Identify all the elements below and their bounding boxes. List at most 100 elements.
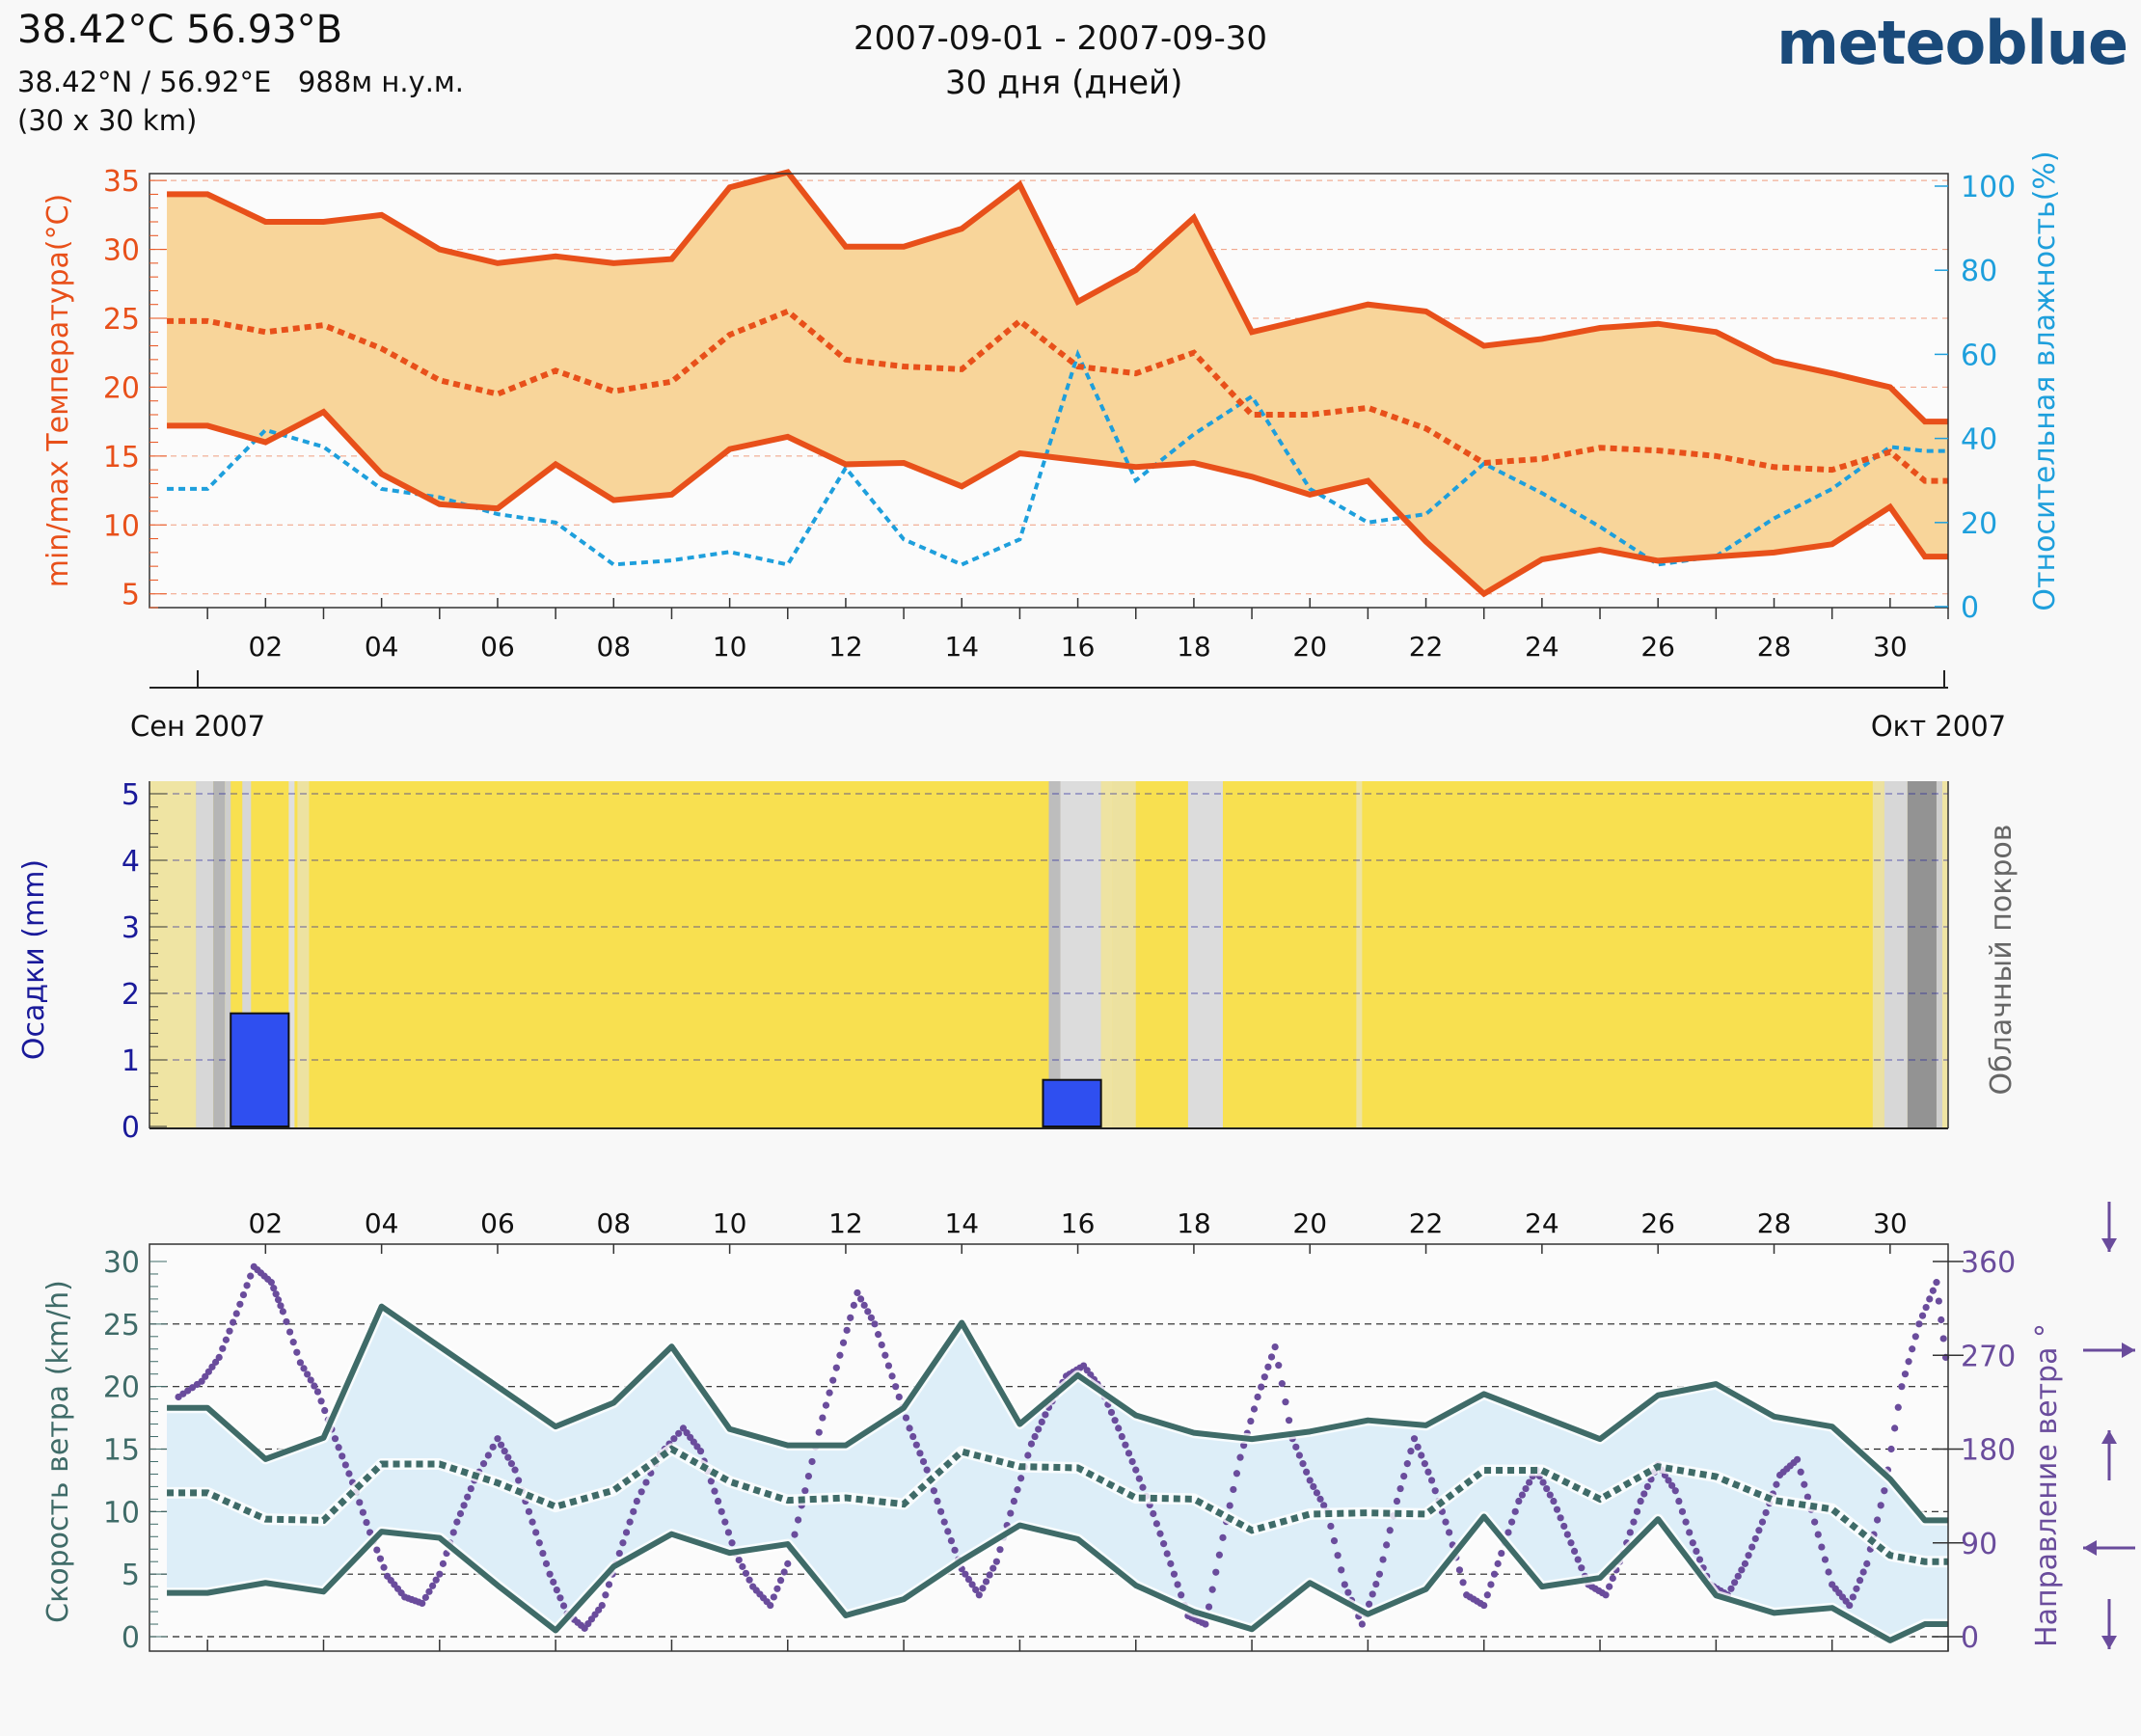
wind-direction-dot	[467, 1484, 474, 1493]
wind-direction-dot	[356, 1499, 364, 1506]
wind-direction-dot	[1275, 1362, 1283, 1370]
wind-direction-dot	[847, 1314, 854, 1321]
wind-direction-dot	[829, 1376, 837, 1384]
cloud-cover-band	[1356, 781, 1363, 1128]
wind-direction-dot	[909, 1432, 917, 1441]
wind-direction-dot	[773, 1585, 781, 1592]
cloud-cover-band	[1936, 781, 1942, 1128]
wind-direction-dot	[1007, 1509, 1015, 1517]
wind-direction-dot	[542, 1560, 551, 1567]
day-tick-label: 18	[1177, 631, 1211, 663]
wind-direction-dot	[511, 1466, 519, 1474]
wind-direction-dot	[795, 1516, 802, 1524]
wind-day-tick-label: 04	[365, 1207, 399, 1239]
wind-direction-dot	[1818, 1543, 1826, 1551]
wind-direction-dot	[211, 1358, 220, 1366]
wind-direction-dot	[878, 1341, 885, 1349]
wind-direction-dot	[1727, 1585, 1735, 1592]
wind-direction-dot	[553, 1586, 560, 1594]
wind-direction-dot	[964, 1575, 973, 1584]
wind-direction-dot	[1602, 1591, 1610, 1599]
wind-direction-dot	[1643, 1482, 1651, 1490]
cloud-cover-band	[1941, 781, 1948, 1128]
wind-direction-dot	[630, 1507, 637, 1515]
wind-direction-dot	[1905, 1358, 1912, 1366]
temperature-tick-label: 25	[103, 303, 140, 337]
precipitation-tick-label: 3	[122, 911, 140, 945]
wind-direction-dot	[819, 1414, 827, 1422]
wind-direction-dot	[1215, 1551, 1223, 1559]
wind-direction-dot	[776, 1577, 785, 1585]
wind-direction-dot	[1258, 1383, 1265, 1391]
wind-direction-dot	[243, 1282, 251, 1289]
wind-direction-dot	[1498, 1549, 1505, 1558]
day-tick-label: 14	[944, 631, 979, 663]
wind-direction-dot	[1507, 1518, 1516, 1526]
wind-direction-dot	[839, 1339, 848, 1346]
wind-direction-tick-label: 0	[1961, 1621, 1979, 1655]
wind-direction-dot	[335, 1444, 342, 1451]
wind-direction-dot	[270, 1285, 278, 1292]
wind-direction-dot	[202, 1372, 209, 1380]
temperature-max-line	[167, 169, 1948, 425]
wind-direction-dot	[1396, 1484, 1404, 1493]
wind-direction-dot	[1250, 1405, 1259, 1413]
wind-direction-dot	[923, 1466, 931, 1474]
wind-direction-dot	[854, 1288, 861, 1297]
wind-direction-dot	[895, 1393, 903, 1401]
wind-direction-dot	[1918, 1312, 1927, 1319]
wind-direction-axis-label: Направление ветра °	[2030, 1323, 2064, 1647]
wind-direction-dot	[982, 1578, 990, 1586]
wind-direction-dot	[1938, 1316, 1945, 1324]
wind-direction-dot	[1539, 1478, 1547, 1486]
wind-direction-dot	[497, 1441, 505, 1449]
cloud-cover-band	[288, 781, 295, 1128]
wind-direction-dot	[304, 1370, 312, 1378]
wind-direction-dot	[1316, 1495, 1324, 1503]
wind-direction-dot	[296, 1359, 305, 1367]
wind-direction-dot	[1490, 1570, 1499, 1578]
wind-direction-dot	[501, 1448, 508, 1455]
wind-direction-dot	[1731, 1579, 1739, 1587]
wind-direction-dot	[721, 1518, 729, 1526]
wind-direction-dot	[1386, 1527, 1394, 1534]
wind-direction-dot	[532, 1529, 540, 1536]
wind-direction-dot	[539, 1549, 547, 1558]
wind-direction-dot	[1014, 1486, 1021, 1494]
precipitation-tick-label: 5	[122, 778, 140, 812]
wind-direction-dot	[1292, 1443, 1300, 1451]
wind-direction-dot	[489, 1443, 497, 1451]
cloud-cover-band	[1884, 781, 1908, 1128]
wind-direction-dot	[598, 1601, 606, 1610]
wind-direction-dot	[996, 1546, 1004, 1554]
wind-direction-dot	[236, 1300, 244, 1308]
precipitation-axis-label: Осадки (mm)	[17, 859, 51, 1060]
wind-direction-dot	[1407, 1448, 1415, 1455]
wind-direction-dot	[1150, 1509, 1157, 1518]
wind-day-tick-label: 30	[1873, 1207, 1908, 1239]
wind-direction-dot	[1327, 1522, 1335, 1531]
wind-direction-dot	[1825, 1568, 1832, 1576]
cloud-cover-band	[1060, 781, 1101, 1128]
wind-direction-dot	[456, 1509, 465, 1518]
wind-direction-dot	[1369, 1590, 1376, 1598]
wind-direction-dot	[718, 1507, 725, 1515]
wind-direction-dot	[1233, 1470, 1241, 1478]
wind-direction-dot	[421, 1593, 429, 1601]
elevation-text: 988м н.у.м.	[297, 66, 465, 98]
wind-direction-dot	[1431, 1487, 1439, 1495]
wind-direction-dot	[791, 1531, 799, 1538]
wind-direction-dot	[1178, 1591, 1185, 1599]
cloud-cover-band	[1907, 781, 1937, 1128]
wind-direction-dot	[1637, 1497, 1644, 1505]
cloud-cover-band	[1187, 781, 1223, 1128]
wind-direction-dot	[696, 1448, 705, 1455]
wind-direction-dot	[1926, 1295, 1934, 1303]
wind-direction-dot	[1901, 1370, 1910, 1378]
location-title: 38.42°C 56.93°B	[17, 8, 343, 52]
wind-direction-dot	[449, 1529, 457, 1536]
wind-direction-dot	[962, 1570, 969, 1578]
cloud-cover-band	[196, 781, 214, 1128]
wind-direction-dot	[380, 1563, 388, 1571]
wind-direction-dot	[1863, 1560, 1871, 1567]
